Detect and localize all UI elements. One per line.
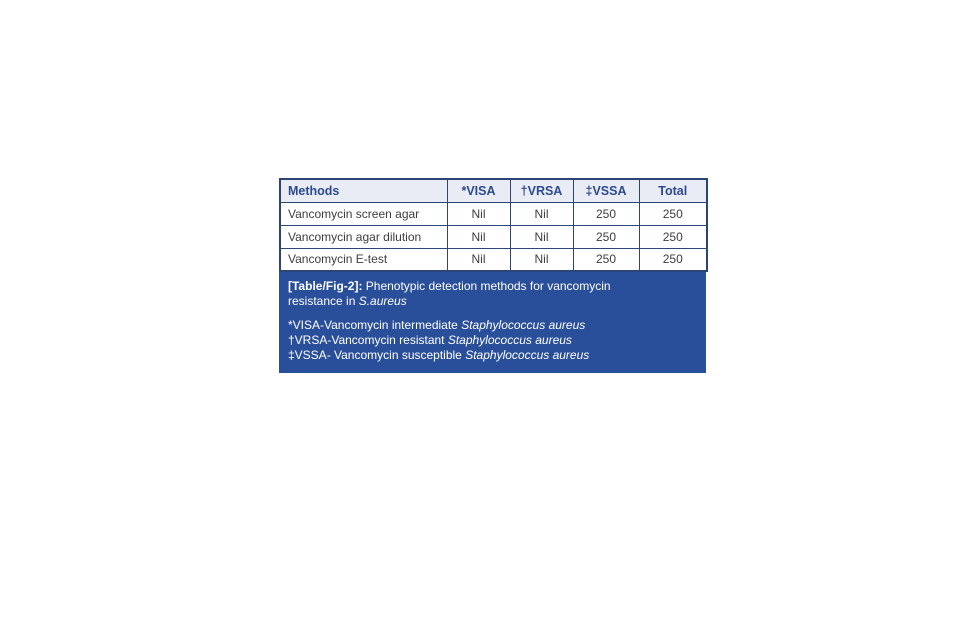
caption-species: S.aureus — [358, 294, 407, 308]
column-header-vssa: ‡VSSA — [572, 178, 640, 203]
footnote-species: Staphylococcus aureus — [465, 348, 590, 362]
footnotes: *VISA-Vancomycin intermediate Staphyloco… — [288, 318, 696, 363]
footnote-vssa: ‡VSSA- Vancomycin susceptible Staphyloco… — [288, 348, 696, 363]
table-cell: Nil — [446, 201, 511, 226]
table-cell: Nil — [446, 247, 511, 272]
tablefig-2-figure: Methods *VISA †VRSA ‡VSSA Total Vancomyc… — [279, 178, 708, 373]
column-header-methods: Methods — [279, 178, 448, 203]
footnote-text: ‡VSSA- Vancomycin susceptible — [288, 348, 466, 362]
table-cell-method: Vancomycin E-test — [279, 247, 448, 272]
table-cell-method: Vancomycin agar dilution — [279, 224, 448, 249]
column-header-visa: *VISA — [446, 178, 511, 203]
caption-label: [Table/Fig-2]: — [288, 279, 363, 293]
table-row: Vancomycin screen agar Nil Nil 250 250 — [279, 201, 708, 226]
table-row: Vancomycin agar dilution Nil Nil 250 250 — [279, 224, 708, 249]
footnote-text: *VISA-Vancomycin intermediate — [288, 318, 462, 332]
phenotypic-detection-table: Methods *VISA †VRSA ‡VSSA Total Vancomyc… — [279, 178, 708, 272]
table-cell: Nil — [509, 224, 574, 249]
table-cell: 250 — [638, 201, 708, 226]
table-cell: 250 — [638, 224, 708, 249]
caption-box: [Table/Fig-2]: Phenotypic detection meth… — [279, 272, 706, 373]
footnote-species: Staphylococcus aureus — [461, 318, 586, 332]
table-cell: 250 — [638, 247, 708, 272]
table-cell: 250 — [572, 224, 640, 249]
table-cell: Nil — [446, 224, 511, 249]
table-cell: Nil — [509, 201, 574, 226]
table-cell: 250 — [572, 247, 640, 272]
caption-text: Phenotypic detection methods for vancomy… — [288, 279, 611, 308]
footnote-visa: *VISA-Vancomycin intermediate Staphyloco… — [288, 318, 696, 333]
footnote-text: †VRSA-Vancomycin resistant — [288, 333, 448, 347]
table-cell: 250 — [572, 201, 640, 226]
header-row: Methods *VISA †VRSA ‡VSSA Total — [279, 178, 708, 203]
table-row: Vancomycin E-test Nil Nil 250 250 — [279, 247, 708, 272]
footnote-vrsa: †VRSA-Vancomycin resistant Staphylococcu… — [288, 333, 696, 348]
column-header-vrsa: †VRSA — [509, 178, 574, 203]
figure-caption: [Table/Fig-2]: Phenotypic detection meth… — [288, 279, 666, 309]
table-cell: Nil — [509, 247, 574, 272]
column-header-total: Total — [638, 178, 708, 203]
footnote-species: Staphylococcus aureus — [447, 333, 572, 347]
table-cell-method: Vancomycin screen agar — [279, 201, 448, 226]
